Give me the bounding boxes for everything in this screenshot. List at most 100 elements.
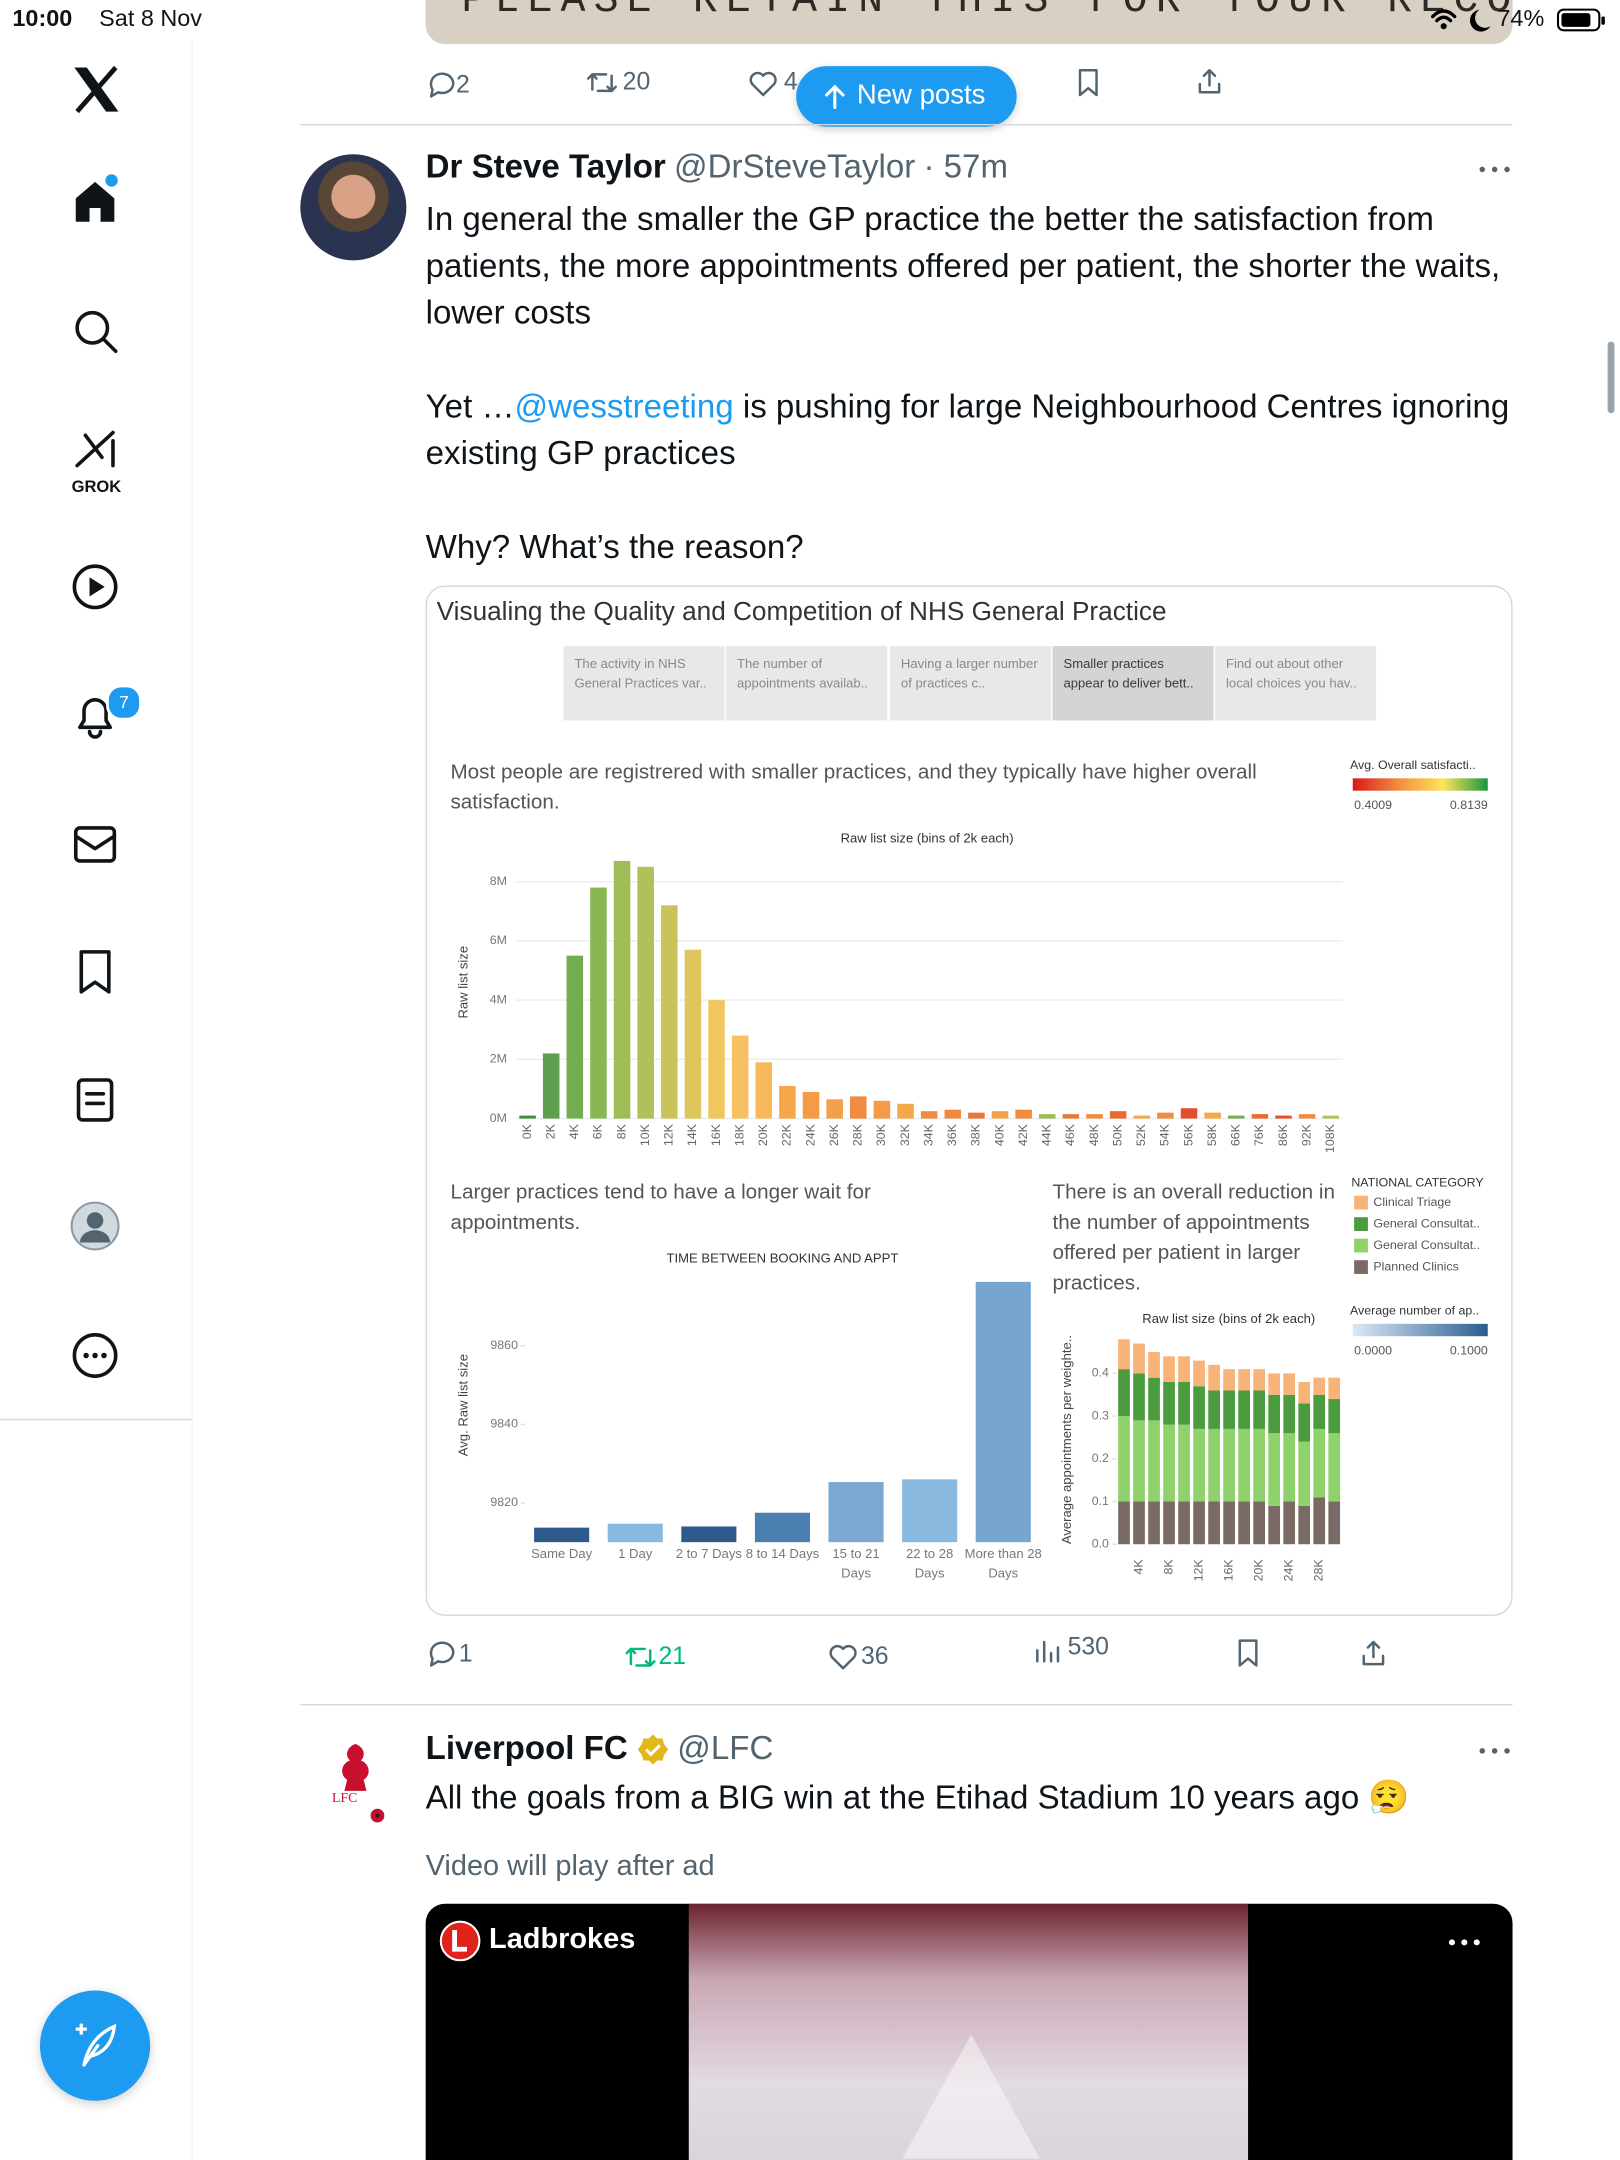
share-icon[interactable] (1194, 66, 1224, 96)
bar-segment (1298, 1505, 1311, 1545)
dashboard-tab[interactable]: Find out about other local choices you h… (1215, 646, 1377, 721)
legend-range-label: 0.0000 (1354, 1344, 1392, 1358)
x-tick-label: 24K (803, 1123, 817, 1146)
post-menu[interactable] (1478, 163, 1511, 177)
bar-segment (1118, 1501, 1130, 1545)
new-posts-button[interactable]: New posts (796, 66, 1017, 127)
x-tick-label-box: 15 to 21 Days (832, 1547, 879, 1581)
video-overlay-shape (902, 2034, 1041, 2159)
lists-icon[interactable] (72, 1076, 122, 1126)
bar (779, 1085, 796, 1119)
previous-post-image[interactable]: PLEASE RETAIN THIS FOR YOUR RECORDS (425, 0, 1513, 45)
dashboard-tab[interactable]: Smaller practices appear to deliver bett… (1052, 646, 1214, 721)
post-divider (300, 123, 1513, 126)
like-icon[interactable] (748, 69, 778, 99)
bar-segment (1193, 1360, 1205, 1387)
battery-icon (1556, 8, 1605, 32)
bookmark-icon[interactable] (1233, 1638, 1263, 1668)
profile-icon[interactable] (70, 1201, 122, 1253)
x-tick-label: 40K (992, 1123, 1006, 1146)
mention-link[interactable]: @wesstreeting (514, 388, 734, 426)
author-handle[interactable]: @LFC (677, 1730, 774, 1768)
x-tick-label: 66K (1229, 1123, 1243, 1146)
repost-icon[interactable] (585, 68, 618, 98)
video-icon[interactable] (72, 563, 122, 613)
reply-icon[interactable] (426, 69, 456, 99)
post-menu[interactable] (1478, 1744, 1511, 1758)
x-tick-label: More than 28 Days (964, 1546, 1042, 1582)
bar (681, 1526, 737, 1543)
x-logo[interactable] (72, 65, 122, 115)
video-menu[interactable] (1448, 1937, 1481, 1948)
dashboard-tab[interactable]: The number of appointments availab.. (725, 646, 888, 721)
home-icon[interactable] (72, 174, 122, 226)
bar (975, 1281, 1031, 1543)
messages-icon[interactable] (72, 821, 122, 871)
post-time: · 57m (923, 148, 1009, 186)
repost-icon[interactable] (624, 1642, 657, 1672)
bar-segment (1268, 1433, 1281, 1506)
notifications-icon[interactable] (72, 692, 122, 742)
x-tick-label: 30K (874, 1123, 888, 1146)
author-name[interactable]: Dr Steve Taylor (425, 148, 666, 186)
x-tick-label: 2K (543, 1123, 557, 1139)
bar-segment (1178, 1501, 1190, 1545)
legend-title: Avg. Overall satisfacti.. (1350, 758, 1476, 772)
x-tick-label: 48K (1087, 1123, 1101, 1146)
legend-range-label: 0.1000 (1450, 1344, 1488, 1358)
share-icon[interactable] (1358, 1638, 1388, 1668)
bar-segment (1118, 1339, 1130, 1370)
x-tick-label: 22 to 28 Days (905, 1546, 954, 1582)
bookmark-icon[interactable] (1073, 68, 1103, 98)
x-tick-label: 20K (756, 1123, 770, 1146)
x-tick-label: 20K (1251, 1559, 1265, 1582)
x-tick-label: 14K (685, 1123, 699, 1146)
x-tick-label: 16K (1221, 1559, 1235, 1582)
legend-swatch (1354, 1195, 1368, 1210)
post-paragraph: In general the smaller the GP practice t… (425, 201, 1501, 332)
legend-color-ramp (1352, 778, 1488, 791)
like-icon[interactable] (828, 1642, 858, 1672)
x-tick-label: 22K (780, 1123, 794, 1146)
x-tick-label: 26K (827, 1123, 841, 1146)
bar-segment (1313, 1377, 1326, 1395)
video-player[interactable]: Ladbrokes (425, 1903, 1513, 2160)
bar (1109, 1111, 1127, 1119)
dashboard-tab[interactable]: The activity in NHS General Practices va… (563, 646, 725, 721)
lfc-crest[interactable] (328, 1738, 385, 1829)
status-time: 10:00 (12, 5, 73, 32)
bookmarks-icon[interactable] (72, 948, 122, 998)
bar-segment (1208, 1364, 1220, 1391)
bar (1322, 1115, 1340, 1119)
x-tick-label: 6K (591, 1123, 605, 1139)
x-tick-label-box: 1 Day (618, 1546, 653, 1563)
legend-title: NATIONAL CATEGORY (1351, 1176, 1483, 1190)
search-icon[interactable] (72, 307, 122, 357)
bar-segment (1268, 1394, 1281, 1434)
grok-label[interactable]: GROK (71, 476, 122, 496)
more-icon[interactable] (72, 1332, 122, 1382)
legend-title: Average number of ap.. (1350, 1304, 1479, 1318)
author-handle[interactable]: @DrSteveTaylor (674, 148, 916, 186)
views-icon[interactable] (1032, 1637, 1062, 1667)
reply-icon[interactable] (426, 1638, 456, 1668)
bar (850, 1096, 867, 1119)
author-avatar[interactable] (300, 154, 407, 261)
x-tick-label: 28K (851, 1123, 865, 1146)
x-tick-label: Same Day (531, 1546, 593, 1563)
bar-segment (1148, 1352, 1160, 1378)
compose-icon (75, 2023, 117, 2067)
chart-subtitle: Larger practices tend to have a longer w… (450, 1180, 871, 1235)
grok-icon[interactable] (72, 427, 122, 471)
y-axis-title: Raw list size (456, 946, 471, 1019)
bar-segment (1208, 1390, 1220, 1429)
dashboard-tab[interactable]: Having a larger number of practices c.. (889, 646, 1052, 721)
legend-label: Clinical Triage (1373, 1195, 1451, 1209)
x-tick-label: 10K (638, 1123, 652, 1146)
bar-segment (1298, 1381, 1311, 1404)
video-notice: Video will play after ad (425, 1850, 715, 1882)
compose-button[interactable] (39, 1990, 151, 2101)
author-name[interactable]: Liverpool FC (425, 1730, 628, 1768)
x-tick-label: 1 Day (618, 1546, 653, 1563)
